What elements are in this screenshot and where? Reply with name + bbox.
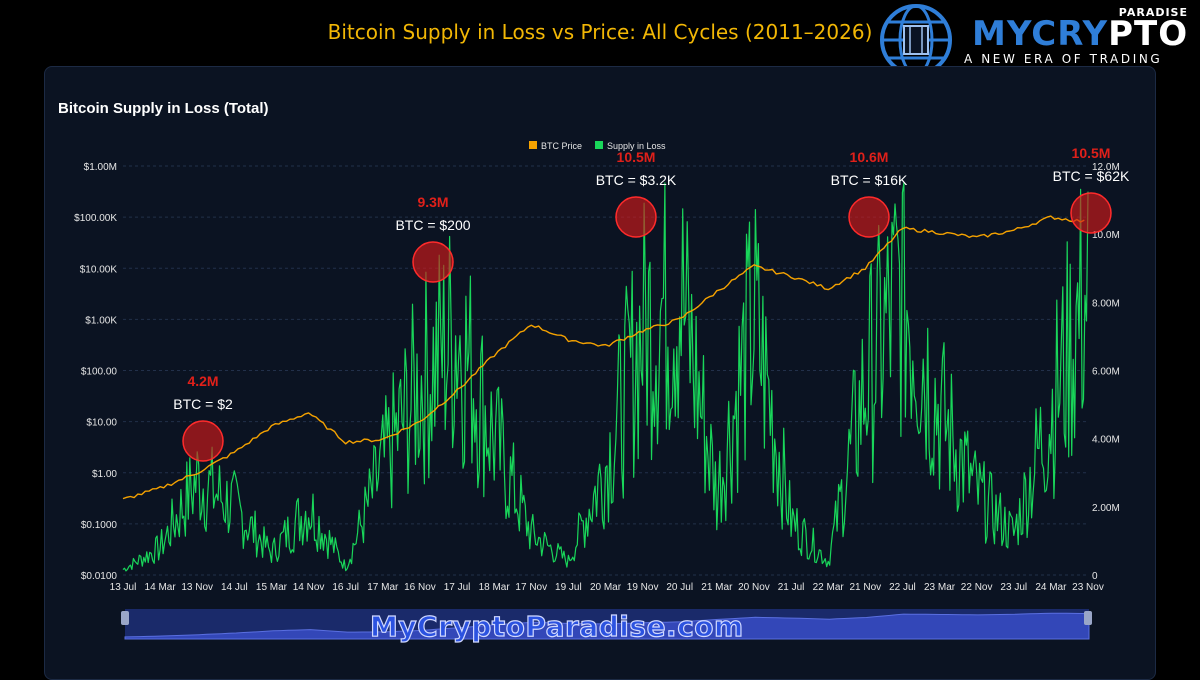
y-right-tick-label: 8.00M [1092, 298, 1120, 309]
y-left-tick-label: $1.00K [85, 315, 117, 326]
x-tick-label: 24 Mar [1035, 582, 1067, 593]
page-title: Bitcoin Supply in Loss vs Price: All Cyc… [327, 20, 873, 44]
y-left-tick-label: $1.00M [84, 162, 117, 173]
x-tick-label: 17 Mar [367, 582, 399, 593]
peak-marker-circle [615, 196, 657, 238]
x-tick-label: 17 Jul [444, 582, 471, 593]
x-tick-label: 21 Mar [701, 582, 733, 593]
y-left-tick-label: $0.0100 [81, 571, 118, 582]
x-tick-label: 18 Mar [479, 582, 511, 593]
logo-brand-text: MYCRYPTO [972, 14, 1189, 54]
annotation-label: BTC = $62K [1053, 168, 1130, 184]
logo-tagline: A NEW ERA OF TRADING [964, 52, 1163, 66]
x-tick-label: 16 Nov [404, 582, 436, 593]
annotation-label: BTC = $3.2K [596, 172, 677, 188]
x-tick-label: 17 Nov [515, 582, 547, 593]
y-right-tick-label: 2.00M [1092, 503, 1120, 514]
brand-logo[interactable]: PARADISE MYCRYPTO A NEW ERA OF TRADING [876, 2, 1196, 78]
x-tick-label: 20 Nov [738, 582, 770, 593]
x-tick-label: 13 Jul [110, 582, 137, 593]
x-tick-label: 14 Nov [293, 582, 325, 593]
range-handle-left[interactable] [121, 611, 129, 625]
range-handle-right[interactable] [1084, 611, 1092, 625]
y-right-tick-label: 10.0M [1092, 230, 1120, 241]
range-navigator-area [124, 612, 1090, 640]
x-tick-label: 22 Mar [813, 582, 845, 593]
x-tick-label: 14 Mar [145, 582, 177, 593]
x-tick-label: 20 Mar [590, 582, 622, 593]
btc-price-series [122, 215, 1085, 500]
x-tick-label: 15 Mar [256, 582, 288, 593]
peak-marker-circle [412, 241, 454, 283]
annotation-label: BTC = $200 [395, 217, 470, 233]
x-tick-label: 22 Jul [889, 582, 916, 593]
y-left-tick-label: $10.00 [86, 418, 117, 429]
annotation-value: 9.3M [417, 194, 448, 210]
x-tick-label: 22 Nov [961, 582, 993, 593]
x-tick-label: 23 Jul [1000, 582, 1027, 593]
logo-paradise-text: PARADISE [1118, 6, 1188, 19]
annotation-value: 10.5M [1072, 145, 1111, 161]
x-tick-label: 19 Jul [555, 582, 582, 593]
annotation-value: 4.2M [187, 373, 218, 389]
x-tick-label: 19 Nov [627, 582, 659, 593]
watermark-text: MyCryptoParadise.com [369, 609, 744, 643]
annotation-value: 10.6M [850, 149, 889, 165]
x-tick-label: 21 Nov [849, 582, 881, 593]
x-tick-label: 20 Jul [666, 582, 693, 593]
annotation-value: 10.5M [617, 149, 656, 165]
legend-swatch [595, 141, 603, 149]
y-right-tick-label: 6.00M [1092, 367, 1120, 378]
legend-label: BTC Price [541, 141, 582, 151]
annotation-label: BTC = $2 [173, 396, 233, 412]
y-right-tick-label: 0 [1092, 571, 1098, 582]
legend-label: Supply in Loss [607, 141, 666, 151]
y-right-tick-label: 12.0M [1092, 162, 1120, 173]
legend-swatch [529, 141, 537, 149]
y-right-tick-label: 4.00M [1092, 435, 1120, 446]
annotation-label: BTC = $16K [831, 172, 908, 188]
peak-marker-circle [848, 196, 890, 238]
y-left-tick-label: $0.1000 [81, 520, 118, 531]
y-left-tick-label: $1.00 [92, 469, 117, 480]
chart-title: Bitcoin Supply in Loss (Total) [58, 100, 269, 117]
x-tick-label: 16 Jul [332, 582, 359, 593]
x-tick-label: 21 Jul [778, 582, 805, 593]
x-tick-label: 23 Nov [1072, 582, 1104, 593]
x-tick-label: 23 Mar [924, 582, 956, 593]
supply-in-loss-series [122, 182, 1089, 572]
y-left-tick-label: $100.00 [81, 367, 118, 378]
y-left-tick-label: $10.00K [80, 264, 118, 275]
chart-panel [44, 66, 1156, 680]
x-tick-label: 13 Nov [181, 582, 213, 593]
y-left-tick-label: $100.00K [74, 213, 117, 224]
peak-marker-circle [1070, 192, 1112, 234]
peak-marker-circle [182, 420, 224, 462]
x-tick-label: 14 Jul [221, 582, 248, 593]
